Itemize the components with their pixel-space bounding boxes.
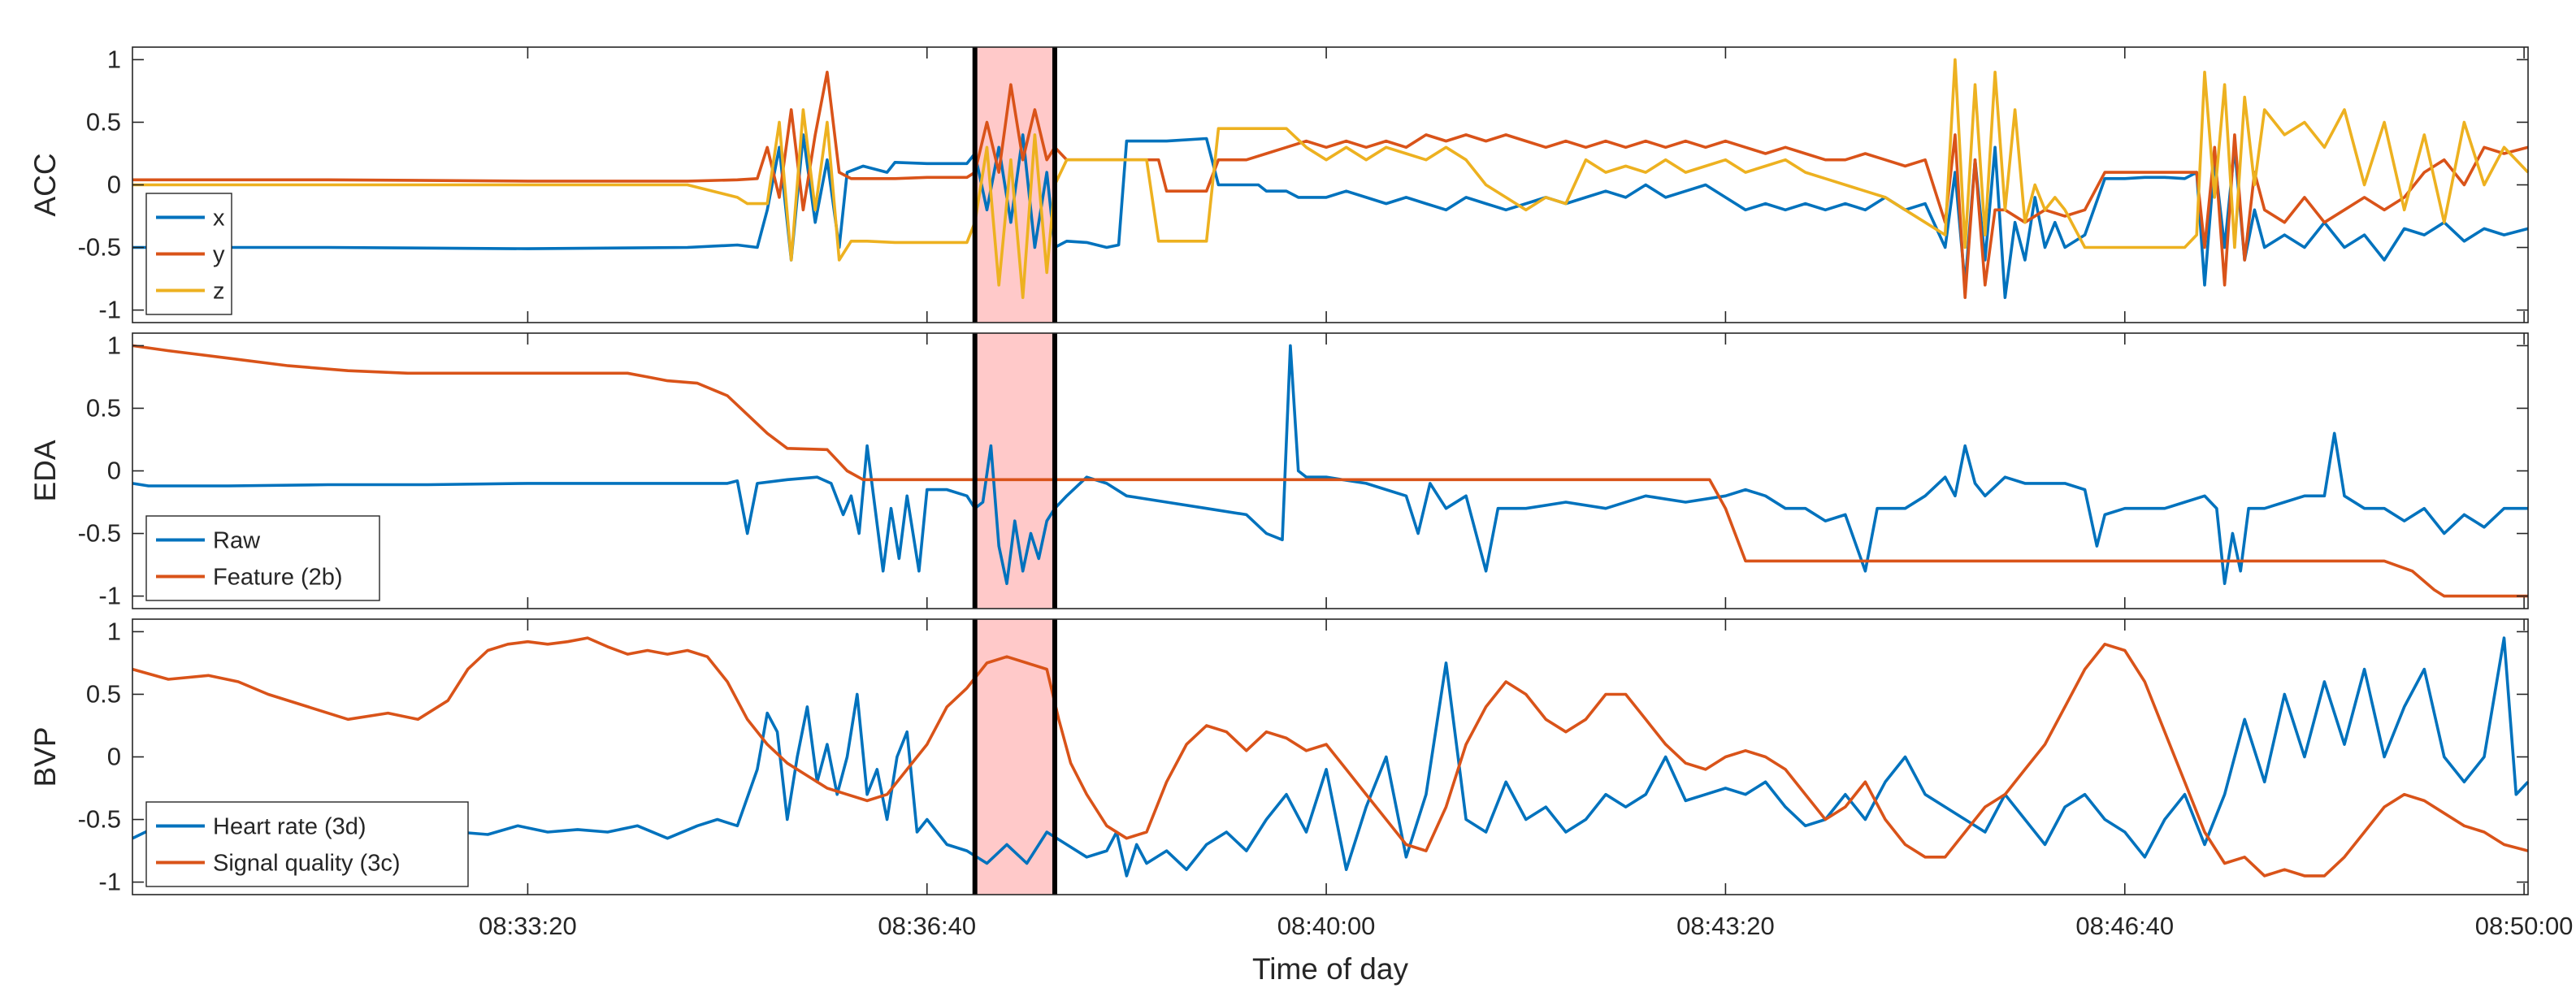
bvp-series-heart-rate-3d bbox=[132, 636, 2530, 878]
bvp-y-tick-label: 0.5 bbox=[86, 679, 121, 708]
eda-y-tick-label: -0.5 bbox=[78, 519, 121, 548]
acc-series-x bbox=[132, 133, 2529, 299]
eda-y-axis-label: EDA bbox=[28, 440, 62, 501]
legends-layer: xyz Raw Feature (2b) Heart rate (3d) Signal … bbox=[145, 193, 469, 887]
bvp-y-axis-label: BVP bbox=[28, 726, 62, 787]
acc-legend-label: x bbox=[213, 206, 225, 232]
eda-y-tick-label: -1 bbox=[98, 582, 121, 610]
x-tick-label: 08:33:20 bbox=[479, 912, 577, 940]
x-axis-label: Time of day bbox=[1252, 952, 1408, 986]
acc-y-tick-label: 0 bbox=[107, 171, 121, 199]
eda-y-tick-label: 0 bbox=[107, 457, 121, 485]
acc-legend-label: z bbox=[213, 279, 225, 305]
bvp-legend-box bbox=[145, 801, 469, 887]
x-tick-label: 08:43:20 bbox=[1676, 912, 1775, 940]
bvp-y-tick-label: 0 bbox=[107, 743, 121, 771]
highlight-layer bbox=[974, 47, 1055, 895]
x-tick-label: 08:40:00 bbox=[1277, 912, 1376, 940]
series-layer bbox=[132, 58, 2530, 878]
bvp-y-tick-label: -0.5 bbox=[78, 805, 121, 834]
acc-y-tick-label: -1 bbox=[98, 296, 121, 324]
acc-y-tick-label: 0.5 bbox=[86, 107, 121, 136]
axes-layer: 1 0.5 0 -0.5 -1 ACC 1 0.5 0 -0.5 -1 EDA 1 0.5 0 -0.5 -1 B… bbox=[28, 45, 2573, 940]
bvp-axes-box bbox=[132, 618, 2529, 895]
eda-series-feature-2b bbox=[132, 344, 2528, 598]
eda-series-raw bbox=[132, 344, 2528, 585]
bvp-highlight-window bbox=[974, 619, 1055, 895]
eda-y-tick-label: 0.5 bbox=[86, 393, 121, 422]
x-tick-label: 08:46:40 bbox=[2075, 912, 2174, 940]
acc-y-tick-label: -0.5 bbox=[78, 233, 121, 262]
bvp-legend-label: Signal quality (3c) bbox=[213, 851, 401, 877]
acc-y-axis-label: ACC bbox=[28, 153, 62, 216]
acc-y-tick-label: 1 bbox=[107, 45, 121, 73]
eda-legend-label: Feature (2b) bbox=[213, 565, 343, 591]
window-markers-layer bbox=[972, 47, 1057, 895]
acc-series-y bbox=[132, 71, 2529, 299]
eda-legend-label: Raw bbox=[213, 528, 261, 554]
bvp-series-signal-quality-3c bbox=[132, 636, 2529, 878]
x-tick-label: 08:36:40 bbox=[878, 912, 976, 940]
acc-legend-label: y bbox=[213, 242, 225, 268]
eda-y-tick-label: 1 bbox=[107, 331, 121, 359]
bvp-legend-label: Heart rate (3d) bbox=[213, 814, 366, 840]
eda-legend-box bbox=[145, 515, 380, 601]
bvp-y-tick-label: 1 bbox=[107, 617, 121, 645]
bvp-y-tick-label: -1 bbox=[98, 868, 121, 896]
x-tick-label: 08:50:00 bbox=[2475, 912, 2574, 940]
